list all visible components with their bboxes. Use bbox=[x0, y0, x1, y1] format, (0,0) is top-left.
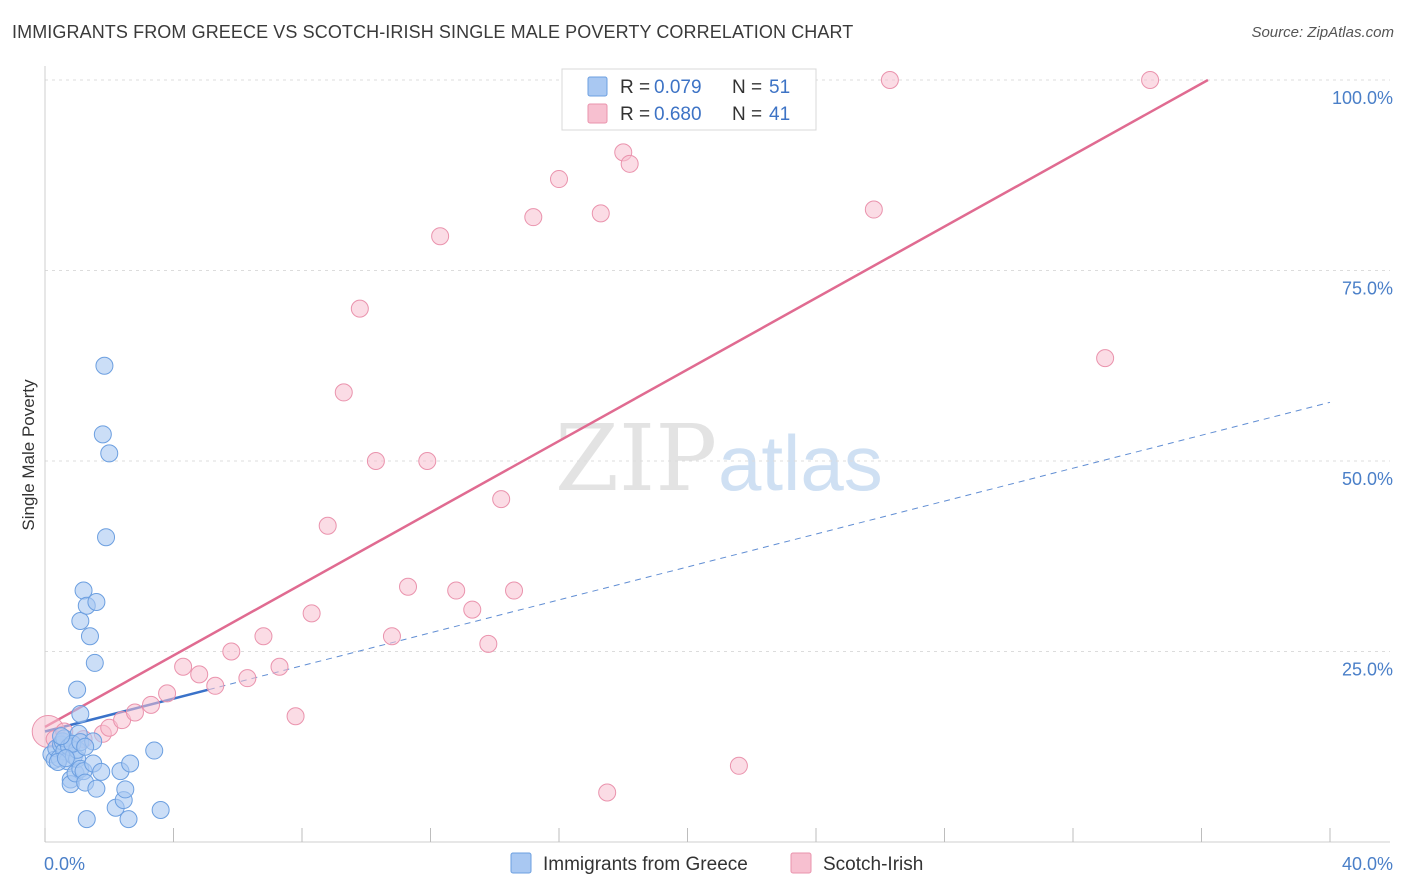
scotch-irish-point-11 bbox=[206, 676, 225, 695]
legend-bottom-label-greece: Immigrants from Greece bbox=[543, 854, 748, 875]
greece-point-42 bbox=[119, 810, 138, 829]
scotch-irish-point-31 bbox=[524, 208, 543, 227]
scotch-irish-point-22 bbox=[382, 627, 401, 646]
scotch-irish-point-9 bbox=[174, 657, 193, 676]
legend-n-value-greece: 51 bbox=[769, 77, 790, 98]
scotch-irish-point-33 bbox=[591, 204, 610, 223]
source-credit: Source: ZipAtlas.com bbox=[1251, 24, 1394, 41]
legend-r-value-greece: 0.079 bbox=[654, 77, 702, 98]
scotch-irish-point-34 bbox=[598, 783, 617, 802]
scotch-irish-point-40 bbox=[1096, 349, 1115, 368]
legend-r-label-scotch-irish: R = bbox=[620, 104, 650, 125]
scotch-irish-point-26 bbox=[447, 581, 466, 600]
x-tick-label-0: 0.0% bbox=[44, 854, 85, 874]
legend-bottom-swatch-greece bbox=[510, 852, 532, 874]
greece-point-26 bbox=[71, 704, 90, 723]
scotch-irish-point-16 bbox=[286, 707, 305, 726]
scotch-irish-points bbox=[31, 71, 1160, 802]
scotch-irish-point-21 bbox=[366, 452, 385, 470]
scotch-irish-point-36 bbox=[620, 154, 639, 173]
greece-point-34 bbox=[93, 425, 112, 444]
greece-point-43 bbox=[121, 754, 140, 773]
tick-labels: 25.0% 50.0% 75.0% 100.0% 0.0% 40.0% bbox=[44, 88, 1393, 874]
legend-n-value-scotch-irish: 41 bbox=[769, 104, 790, 125]
scotch-irish-point-28 bbox=[479, 634, 498, 653]
legend-r-label-greece: R = bbox=[620, 77, 650, 98]
greece-point-45 bbox=[151, 800, 170, 819]
greece-point-41 bbox=[116, 780, 135, 799]
scotch-irish-point-18 bbox=[318, 516, 337, 535]
scotch-irish-point-41 bbox=[1141, 71, 1160, 89]
watermark-zip: ZIP bbox=[555, 405, 717, 512]
greece-point-33 bbox=[92, 762, 111, 781]
y-axis-title: Single Male Poverty bbox=[19, 379, 38, 531]
correlation-legend: R = 0.079 N = 51 R = 0.680 N = 41 bbox=[561, 68, 817, 131]
scotch-irish-point-25 bbox=[431, 227, 450, 246]
greece-point-23 bbox=[71, 612, 90, 631]
legend-bottom-label-scotch-irish: Scotch-Irish bbox=[823, 854, 923, 875]
scotch-irish-point-14 bbox=[254, 627, 273, 646]
scotch-irish-point-12 bbox=[222, 642, 241, 661]
scotch-irish-point-32 bbox=[550, 170, 568, 189]
scotch-irish-point-20 bbox=[350, 299, 369, 318]
x-tick-label-1: 40.0% bbox=[1342, 854, 1393, 874]
y-tick-label-3: 100.0% bbox=[1332, 88, 1393, 108]
scotch-irish-point-27 bbox=[463, 600, 482, 619]
scotch-irish-point-13 bbox=[238, 669, 257, 688]
grid-lines bbox=[45, 79, 1390, 652]
legend-n-label-greece: N = bbox=[732, 77, 762, 98]
series-legend: Immigrants from Greece Scotch-Irish bbox=[510, 852, 923, 875]
scotch-irish-point-6 bbox=[125, 703, 144, 722]
legend-n-label-scotch-irish: N = bbox=[732, 104, 762, 125]
scotch-irish-point-37 bbox=[729, 756, 748, 775]
chart-title: IMMIGRANTS FROM GREECE VS SCOTCH-IRISH S… bbox=[12, 22, 854, 42]
scotch-irish-point-8 bbox=[158, 684, 177, 703]
legend-swatch-greece bbox=[587, 76, 608, 97]
scotch-irish-point-30 bbox=[505, 581, 524, 600]
greece-point-49 bbox=[56, 749, 75, 768]
watermark-atlas: atlas bbox=[718, 419, 883, 507]
trend-line-scotch-irish bbox=[44, 78, 1209, 729]
greece-point-22 bbox=[68, 680, 87, 699]
scotch-irish-point-15 bbox=[270, 657, 289, 676]
greece-point-37 bbox=[100, 444, 119, 463]
greece-point-36 bbox=[97, 528, 116, 547]
y-tick-label-0: 25.0% bbox=[1342, 660, 1393, 680]
y-tick-label-2: 75.0% bbox=[1342, 279, 1393, 299]
scotch-irish-point-17 bbox=[302, 604, 321, 623]
greece-point-27 bbox=[80, 627, 99, 646]
greece-point-46 bbox=[77, 810, 96, 829]
greece-point-48 bbox=[52, 727, 71, 746]
scotch-irish-point-39 bbox=[880, 71, 899, 89]
legend-bottom-swatch-scotch-irish bbox=[790, 852, 812, 874]
greece-point-50 bbox=[76, 737, 95, 756]
legend-r-value-scotch-irish: 0.680 bbox=[654, 104, 702, 125]
greece-point-30 bbox=[85, 653, 104, 672]
scotch-irish-point-19 bbox=[334, 383, 353, 402]
scotch-irish-point-7 bbox=[142, 695, 161, 714]
greece-point-31 bbox=[87, 779, 106, 798]
scotch-irish-point-23 bbox=[399, 577, 418, 596]
scotch-irish-point-10 bbox=[190, 665, 209, 684]
axes bbox=[44, 66, 1390, 843]
legend-swatch-scotch-irish bbox=[587, 103, 608, 124]
y-tick-label-1: 50.0% bbox=[1342, 469, 1393, 489]
greece-point-32 bbox=[87, 592, 106, 611]
scotch-irish-point-29 bbox=[492, 490, 511, 509]
scotch-irish-point-38 bbox=[864, 200, 883, 219]
greece-point-44 bbox=[145, 741, 164, 760]
scotch-irish-point-24 bbox=[418, 452, 437, 470]
greece-points bbox=[42, 356, 170, 829]
greece-point-35 bbox=[95, 356, 114, 375]
